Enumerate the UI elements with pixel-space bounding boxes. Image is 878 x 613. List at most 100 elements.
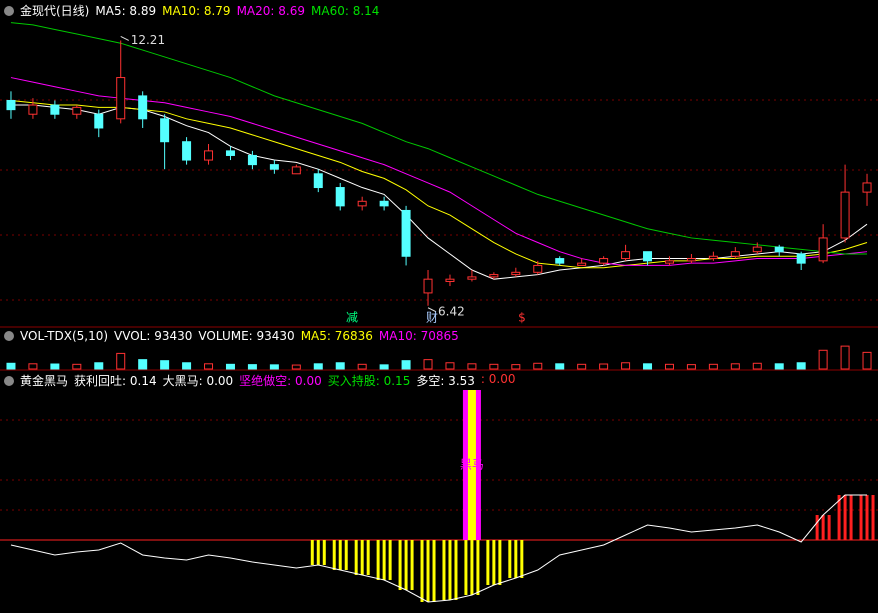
volume-bar: [774, 363, 784, 370]
volume-bar: [533, 362, 543, 370]
candle-body: [533, 264, 543, 273]
indicator-value: MA5: 8.89: [95, 3, 157, 18]
volume-bar: [379, 364, 389, 370]
volume-bar: [445, 362, 455, 370]
candle-body: [291, 166, 301, 175]
volume-bar: [511, 364, 521, 370]
event-marker: 减: [346, 311, 358, 325]
volume-bar: [204, 363, 214, 370]
candle-body: [555, 258, 565, 264]
volume-bar: [160, 360, 170, 370]
indicator-line: [10, 22, 868, 255]
volume-bar: [664, 363, 674, 370]
indicator-values: 获利回吐: 0.14 大黑马: 0.00 坚绝做空: 0.00 买入持股: 0.15 多…: [74, 372, 515, 389]
volume-bar: [818, 349, 828, 370]
candle-body: [225, 150, 235, 156]
candle-body: [840, 191, 850, 239]
candle-body: [577, 262, 587, 266]
volume-bar: [28, 363, 38, 370]
candle-body: [269, 164, 279, 170]
candle-body: [313, 173, 323, 189]
volume-bar: [72, 363, 82, 370]
volume-bar: [643, 363, 653, 370]
candle-body: [730, 251, 740, 257]
candle-body: [862, 182, 872, 193]
volume-bar: [269, 364, 279, 370]
candle-body: [686, 258, 696, 262]
volume-bar: [357, 363, 367, 370]
horse-bar-core: [467, 390, 476, 540]
indicator-line: [10, 99, 868, 269]
candle-body: [664, 260, 674, 264]
low-pointer: [427, 307, 437, 313]
candle-body: [445, 278, 455, 282]
horse-label: 黑马: [460, 458, 484, 472]
volume-bar: [862, 351, 872, 370]
volume-bar: [555, 363, 565, 370]
volume-bar: [686, 364, 696, 370]
candle-body: [50, 104, 60, 115]
volume-bar: [730, 363, 740, 370]
high-pointer: [120, 36, 129, 41]
indicator-line: [10, 494, 868, 603]
volume-bar: [138, 359, 148, 370]
candle-body: [247, 154, 257, 166]
volume-bar: [313, 363, 323, 370]
volume-bar: [577, 363, 587, 370]
candle-body: [467, 276, 477, 280]
volume-bar: [467, 363, 477, 370]
volume-bar: [335, 362, 345, 370]
volume-bar: [423, 359, 433, 370]
candle-body: [204, 150, 214, 161]
volume-bar: [247, 364, 257, 370]
candle-body: [489, 274, 499, 278]
candle-body: [160, 118, 170, 143]
indicator-value: 多空: 3.53: [416, 374, 475, 388]
candle-body: [357, 200, 367, 207]
indicator-value: VOLUME: 93430: [198, 329, 295, 343]
candle-body: [138, 95, 148, 120]
low-label: 6.42: [438, 304, 465, 318]
volume-bar: [752, 362, 762, 370]
menu-icon[interactable]: [4, 375, 14, 386]
volume-bar: [599, 363, 609, 370]
candle-body: [752, 246, 762, 253]
volume-bar: [708, 363, 718, 370]
candle-body: [621, 251, 631, 260]
price-header: 金现代(日线) MA5: 8.89 MA10: 8.79 MA20: 8.69 MA60…: [4, 2, 379, 19]
candle-body: [796, 253, 806, 264]
menu-icon[interactable]: [4, 5, 14, 16]
event-marker: 财: [426, 311, 438, 325]
candle-body: [599, 258, 609, 264]
candle-body: [643, 251, 653, 262]
volume-bar: [6, 362, 16, 370]
candle-body: [708, 255, 718, 260]
high-label: 12.21: [131, 33, 165, 47]
indicator-value: MA10: 8.79: [162, 3, 231, 18]
candle-body: [28, 104, 38, 115]
indicator-line: [10, 104, 868, 280]
menu-icon[interactable]: [4, 331, 14, 341]
volume-bar: [401, 360, 411, 370]
indicator-value: 大黑马: 0.00: [162, 374, 234, 388]
indicator-value: MA10: 70865: [378, 329, 459, 343]
volume-header: VOL-TDX(5,10) VVOL: 93430 VOLUME: 93430 MA5…: [4, 329, 459, 343]
panel-title: VOL-TDX(5,10): [20, 329, 109, 343]
volume-bar: [50, 363, 60, 370]
indicator-values: MA5: 8.89 MA10: 8.79 MA20: 8.69 MA60: 8.14: [95, 4, 379, 18]
volume-bar: [182, 362, 192, 370]
panel-title: 金现代(日线): [20, 4, 90, 18]
indicator-value: 获利回吐: 0.14: [74, 374, 157, 388]
volume-bar: [94, 362, 104, 370]
volume-bar: [796, 362, 806, 370]
indicator-values: VVOL: 93430 VOLUME: 93430 MA5: 76836 MA10: …: [114, 329, 459, 343]
candle-body: [72, 106, 82, 115]
candle-body: [774, 246, 784, 253]
indicator-value: MA20: 8.69: [236, 3, 305, 18]
indicator-line: [10, 77, 868, 266]
indicator-value: MA5: 76836: [300, 329, 373, 343]
candle-body: [423, 278, 433, 294]
candle-body: [116, 77, 126, 120]
